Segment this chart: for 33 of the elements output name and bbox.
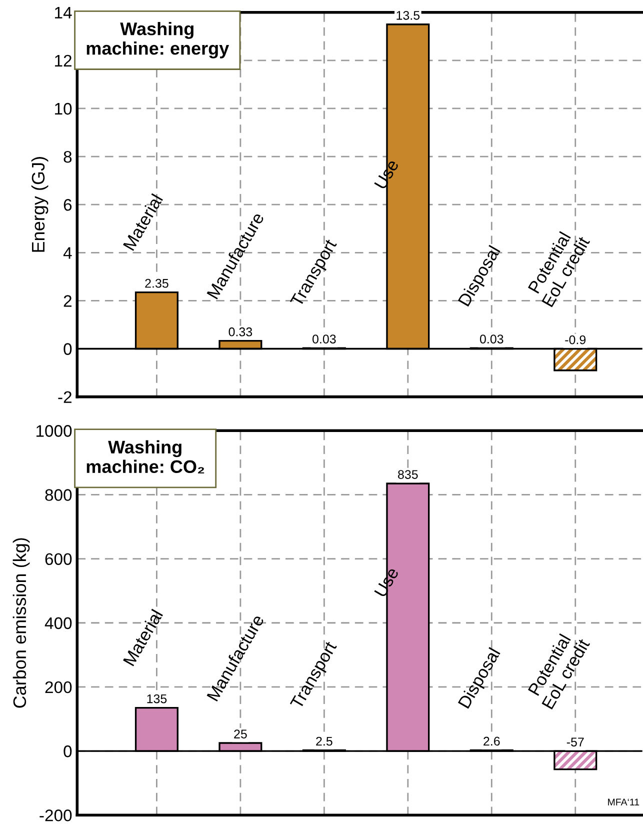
- y-tick-label: -200: [40, 810, 72, 822]
- y-tick-label: 0: [64, 343, 72, 355]
- y-tick-label: 1000: [36, 425, 72, 437]
- y-tick-label: -2: [58, 391, 72, 403]
- data-label: 0.33: [228, 327, 252, 336]
- annotation: MFA‘11: [608, 798, 640, 806]
- data-label: 0.03: [312, 334, 336, 344]
- y-tick-label: 10: [55, 102, 72, 115]
- data-label: 13.5: [396, 10, 420, 20]
- data-label: -0.9: [565, 335, 586, 344]
- data-label: -57: [566, 738, 584, 746]
- y-tick-label: 0: [64, 745, 72, 758]
- data-label: 835: [398, 470, 418, 479]
- y-tick-label: 200: [45, 681, 72, 694]
- data-label: 0.03: [480, 334, 504, 344]
- data-label: 2.6: [484, 736, 500, 746]
- y-tick-label: 800: [45, 489, 72, 501]
- y-tick-label: 12: [55, 54, 72, 66]
- y-tick-label: 600: [45, 553, 72, 566]
- y-tick-label: 6: [64, 199, 72, 211]
- data-label: 2.5: [316, 736, 332, 746]
- data-label: 25: [234, 730, 247, 738]
- data-label: 2.35: [145, 278, 168, 288]
- y-tick-label: 8: [64, 150, 72, 163]
- y-tick-label: 4: [63, 247, 72, 259]
- y-tick-label: 2: [64, 295, 72, 307]
- text: Washing machine: energy: [86, 22, 230, 58]
- y-tick-label: 400: [44, 617, 72, 630]
- data-label: 135: [147, 694, 167, 704]
- text: Washing machine: CO₂: [86, 440, 204, 474]
- y-axis-title: Carbon emission (kg): [12, 538, 30, 708]
- y-tick-label: 14: [55, 6, 72, 18]
- y-axis-title: Energy (GJ): [31, 157, 48, 252]
